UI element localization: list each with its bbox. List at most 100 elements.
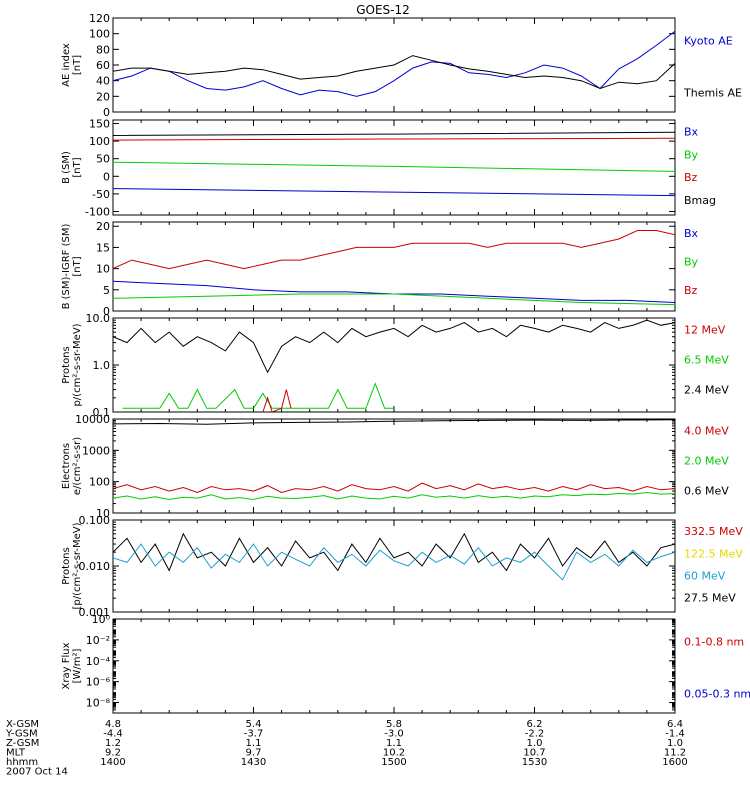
panel-ae: 0 20 40 60 80 100 120 AE index[nT] Kyoto AE Themi… [61, 12, 742, 119]
y-tick-label: 1.0 [93, 359, 111, 372]
legend-bx: Bx [684, 227, 699, 240]
y-axis-label: Xray Flux[W/m²] [61, 642, 83, 689]
legend-bz: Bz [684, 284, 698, 297]
y-axis-label-line: [nT] [72, 55, 83, 75]
x-row-value: 1.2 [105, 738, 121, 749]
x-row-value: 6.2 [527, 719, 543, 730]
series-line-60-mev [113, 543, 675, 581]
y-tick-label: 10⁰ [92, 613, 111, 626]
x-row-value: -1.4 [665, 729, 685, 740]
x-row-label: X-GSM [6, 719, 39, 730]
y-tick-label: 10⁻⁴ [86, 655, 111, 668]
x-row-value: 6.4 [667, 719, 683, 730]
legend-by: By [684, 148, 699, 161]
x-row-label: hhmm [6, 757, 38, 768]
legend-2-0-mev: 2.0 MeV [684, 454, 729, 467]
y-axis-label: Protonsp/(cm²-s-sr-MeV) [61, 323, 83, 406]
y-tick-label: 10⁻⁶ [86, 676, 111, 689]
series-line-6-5-mev [122, 382, 394, 409]
y-tick-label: 40 [96, 75, 110, 88]
y-tick-label: 0 [103, 305, 110, 318]
y-tick-label: 0.001 [79, 606, 111, 619]
legend-kyoto-ae: Kyoto AE [684, 35, 733, 48]
panel-electrons: 10 100 1000 10000 Electronse/(cm²-s-sr) 4.0 M… [61, 413, 729, 520]
series-group [113, 319, 675, 412]
x-row-value: -3.7 [244, 729, 264, 740]
y-axis-label-line: Protons [61, 547, 72, 584]
x-row-value: 11.2 [664, 748, 686, 759]
series-line-27-5-mev [113, 532, 675, 572]
y-axis-label-line: AE index [61, 43, 72, 87]
y-tick-label: 80 [96, 43, 110, 56]
x-row-value: 1430 [241, 757, 266, 768]
y-axis-label: B (SM)[nT] [61, 151, 83, 184]
legend-0-05-0-3-nm: 0.05-0.3 nm [684, 687, 750, 700]
series-line-12-mev [262, 389, 292, 412]
y-tick-label: 100 [89, 135, 110, 148]
x-row-value: 1.0 [527, 738, 543, 749]
y-axis-label-line: [W/m²] [72, 648, 83, 683]
y-tick-label: 5 [103, 284, 110, 297]
series-line-themis-ae [113, 55, 675, 90]
x-row-value: -4.4 [103, 729, 123, 740]
y-tick-label: 0 [103, 170, 110, 183]
y-axis-label-line: [nT] [72, 157, 83, 177]
x-row-value: 9.2 [105, 748, 121, 759]
y-axis-label-line: [nT] [72, 256, 83, 276]
panel-frame [112, 221, 676, 312]
legend-12-mev: 12 MeV [684, 323, 726, 336]
series-line-4-0-mev [113, 482, 675, 494]
legend-2-4-mev: 2.4 MeV [684, 384, 729, 397]
panel-bsm: -100 -50 0 50 100 150 B (SM)[nT] Bx By Bz Bmag [61, 118, 716, 219]
legend-0-1-0-8-nm: 0.1-0.8 nm [684, 636, 744, 649]
y-axis-label-line: Xray Flux [61, 642, 72, 689]
panel-frame [112, 418, 676, 514]
series-group [113, 30, 675, 97]
y-tick-label: 10 [96, 263, 110, 276]
series-line-bz [113, 230, 675, 270]
y-tick-label: 120 [89, 12, 110, 25]
y-tick-label: -100 [85, 205, 110, 218]
y-axis-label: AE index[nT] [61, 43, 83, 87]
legend-6-5-mev: 6.5 MeV [684, 353, 729, 366]
series-line-kyoto-ae [113, 30, 675, 97]
series-line-2-4-mev [113, 319, 675, 374]
y-axis-label: B (SM)-IGRF (SM)[nT] [61, 224, 83, 310]
x-row-label: Z-GSM [6, 738, 39, 749]
x-row-value: 9.7 [246, 748, 262, 759]
y-tick-label: 50 [96, 153, 110, 166]
y-tick-label: 20 [96, 220, 110, 233]
series-line-0-6-mev [113, 419, 675, 425]
y-axis-label: Electronse/(cm²-s-sr) [61, 437, 83, 495]
plot-title: GOES-12 [356, 3, 410, 17]
legend-themis-ae: Themis AE [683, 86, 742, 99]
y-tick-label: 1000 [82, 444, 110, 457]
legend-bz: Bz [684, 171, 698, 184]
x-row-value: 1400 [100, 757, 125, 768]
x-row-value: 1530 [522, 757, 547, 768]
y-axis-label: Protons[p/(cm²-s-sr-MeV) [61, 522, 83, 609]
series-line-bmag [113, 131, 675, 136]
y-tick-label: 150 [89, 118, 110, 131]
y-tick-label: 0.100 [79, 514, 111, 527]
legend-60-mev: 60 MeV [684, 569, 726, 582]
series-line-bx [113, 188, 675, 197]
x-row-value: -3.0 [384, 729, 404, 740]
y-axis-label-line: B (SM)-IGRF (SM) [61, 224, 72, 310]
x-row-value: -2.2 [525, 729, 545, 740]
y-tick-label: -50 [92, 188, 110, 201]
y-axis-label-line: e/(cm²-s-sr) [72, 437, 83, 495]
x-row-value: 1.0 [667, 738, 683, 749]
x-row-value: 10.7 [523, 748, 545, 759]
x-row-label: MLT [6, 748, 26, 759]
x-date-label: 2007 Oct 14 [6, 767, 68, 778]
x-row-label: Y-GSM [5, 729, 38, 740]
y-axis-label-line: [p/(cm²-s-sr-MeV) [72, 522, 83, 609]
x-row-value: 1.1 [386, 738, 402, 749]
series-line-bz [113, 137, 675, 141]
series-line-by [113, 293, 675, 306]
y-tick-label: 10⁻² [86, 634, 110, 647]
y-tick-label: 10.0 [86, 312, 111, 325]
